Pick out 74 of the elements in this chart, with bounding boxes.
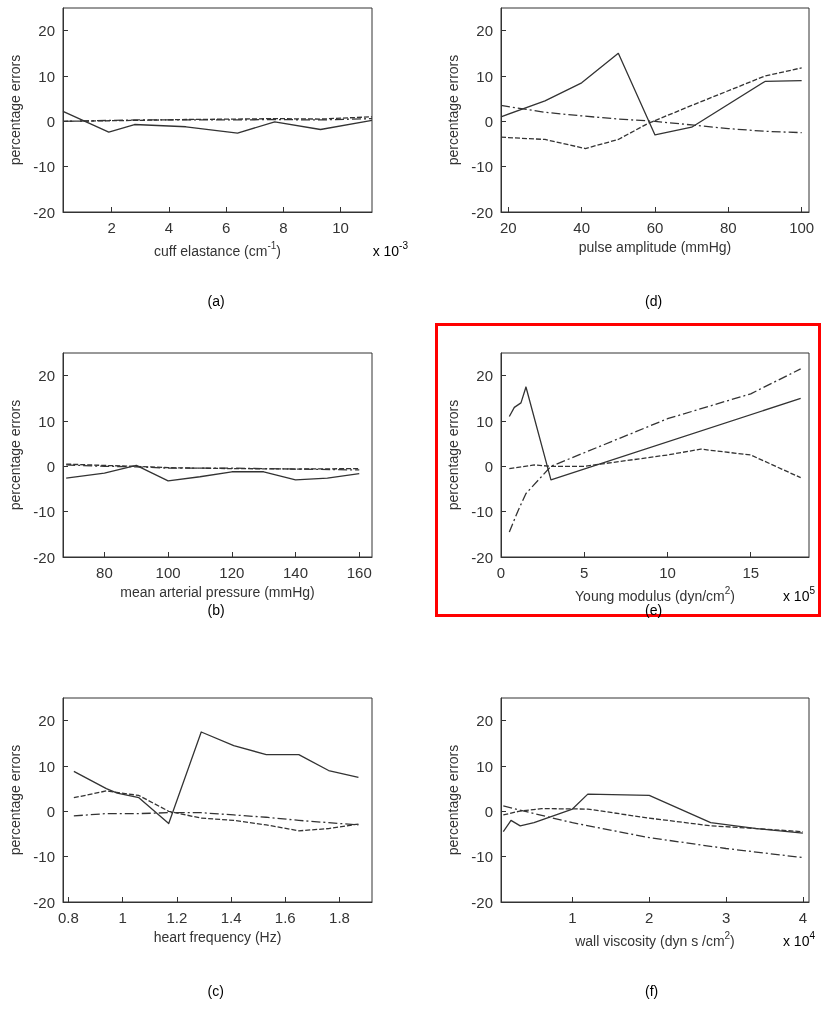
x-tick-label: 10 <box>659 564 676 581</box>
x-tick-label: 10 <box>332 219 349 236</box>
x-tick-label: 2 <box>645 909 654 926</box>
y-tick-label: 20 <box>476 367 493 385</box>
y-tick-label: 0 <box>484 457 493 475</box>
y-tick-label: -10 <box>471 158 493 176</box>
y-tick-label: -10 <box>33 848 55 866</box>
x-tick-label: 4 <box>798 909 808 926</box>
y-tick-label: -20 <box>471 203 493 221</box>
y-tick-label: 20 <box>38 22 55 40</box>
x-tick-label: 80 <box>96 564 113 581</box>
x-tick-label: 140 <box>283 564 309 581</box>
x-tick-label: 1.6 <box>274 909 296 926</box>
x-tick-label: 0.8 <box>57 909 79 926</box>
y-axis-title: percentage errors <box>7 399 24 511</box>
x-tick-label: 2 <box>107 219 116 236</box>
y-tick-label: 10 <box>38 757 55 775</box>
y-tick-label: -10 <box>33 503 55 521</box>
x-tick-label: 20 <box>499 219 517 236</box>
x-axis-title: heart frequency (Hz) <box>153 929 282 945</box>
y-tick-label: 20 <box>38 712 55 730</box>
x-tick-label: 120 <box>219 564 245 581</box>
text: (a) <box>207 293 225 309</box>
y-tick-label: -20 <box>33 893 55 911</box>
y-tick-label: 0 <box>46 802 55 820</box>
y-tick-label: 0 <box>484 802 493 820</box>
y-tick-label: 10 <box>38 412 55 430</box>
x-tick-label: 5 <box>580 564 589 581</box>
y-tick-label: -20 <box>471 548 493 566</box>
x-tick-label: 4 <box>164 219 174 236</box>
y-tick-label: 10 <box>476 412 493 430</box>
text: (d) <box>645 293 663 309</box>
x-tick-label: 100 <box>155 564 181 581</box>
x-tick-label: 1.4 <box>220 909 242 926</box>
y-axis-title: percentage errors <box>445 399 462 511</box>
x-axis-title: pulse amplitude (mmHg) <box>578 239 732 255</box>
y-tick-label: 20 <box>38 367 55 385</box>
y-axis-title: percentage errors <box>445 744 462 856</box>
y-tick-label: -20 <box>471 893 493 911</box>
y-tick-label: -10 <box>33 158 55 176</box>
y-tick-label: 10 <box>476 757 493 775</box>
x-tick-label: 1.8 <box>329 909 350 926</box>
text: (f) <box>645 983 659 999</box>
y-tick-label: -10 <box>471 503 493 521</box>
x-tick-label: 0 <box>496 564 506 581</box>
x-tick-label: 100 <box>789 219 815 236</box>
y-tick-label: 0 <box>484 112 493 130</box>
y-tick-label: 10 <box>476 67 493 85</box>
y-tick-label: 10 <box>38 67 55 85</box>
x-tick-label: 60 <box>646 219 664 236</box>
x-tick-label: 3 <box>721 909 731 926</box>
y-tick-label: 20 <box>476 22 493 40</box>
x-tick-label: 80 <box>719 219 737 236</box>
x-tick-label: 6 <box>221 219 231 236</box>
x-tick-label: 160 <box>346 564 372 581</box>
x-tick-label: 40 <box>573 219 591 236</box>
x-tick-label: 1.2 <box>166 909 188 926</box>
x-tick-label: 1 <box>118 909 127 926</box>
y-axis-title: percentage errors <box>445 54 462 166</box>
y-tick-label: -20 <box>33 203 55 221</box>
y-tick-label: 0 <box>46 112 55 130</box>
text: (e) <box>645 602 663 618</box>
y-tick-label: -10 <box>471 848 493 866</box>
x-tick-label: 15 <box>742 564 760 581</box>
y-axis-title: percentage errors <box>7 744 24 856</box>
x-tick-label: 1 <box>568 909 577 926</box>
text: (c) <box>207 983 224 999</box>
y-tick-label: -20 <box>33 548 55 566</box>
x-tick-label: 8 <box>279 219 288 236</box>
text: (b) <box>207 602 225 618</box>
y-tick-label: 0 <box>46 457 55 475</box>
x-axis-title: mean arterial pressure (mmHg) <box>120 584 315 600</box>
y-axis-title: percentage errors <box>7 54 24 166</box>
y-tick-label: 20 <box>476 712 493 730</box>
